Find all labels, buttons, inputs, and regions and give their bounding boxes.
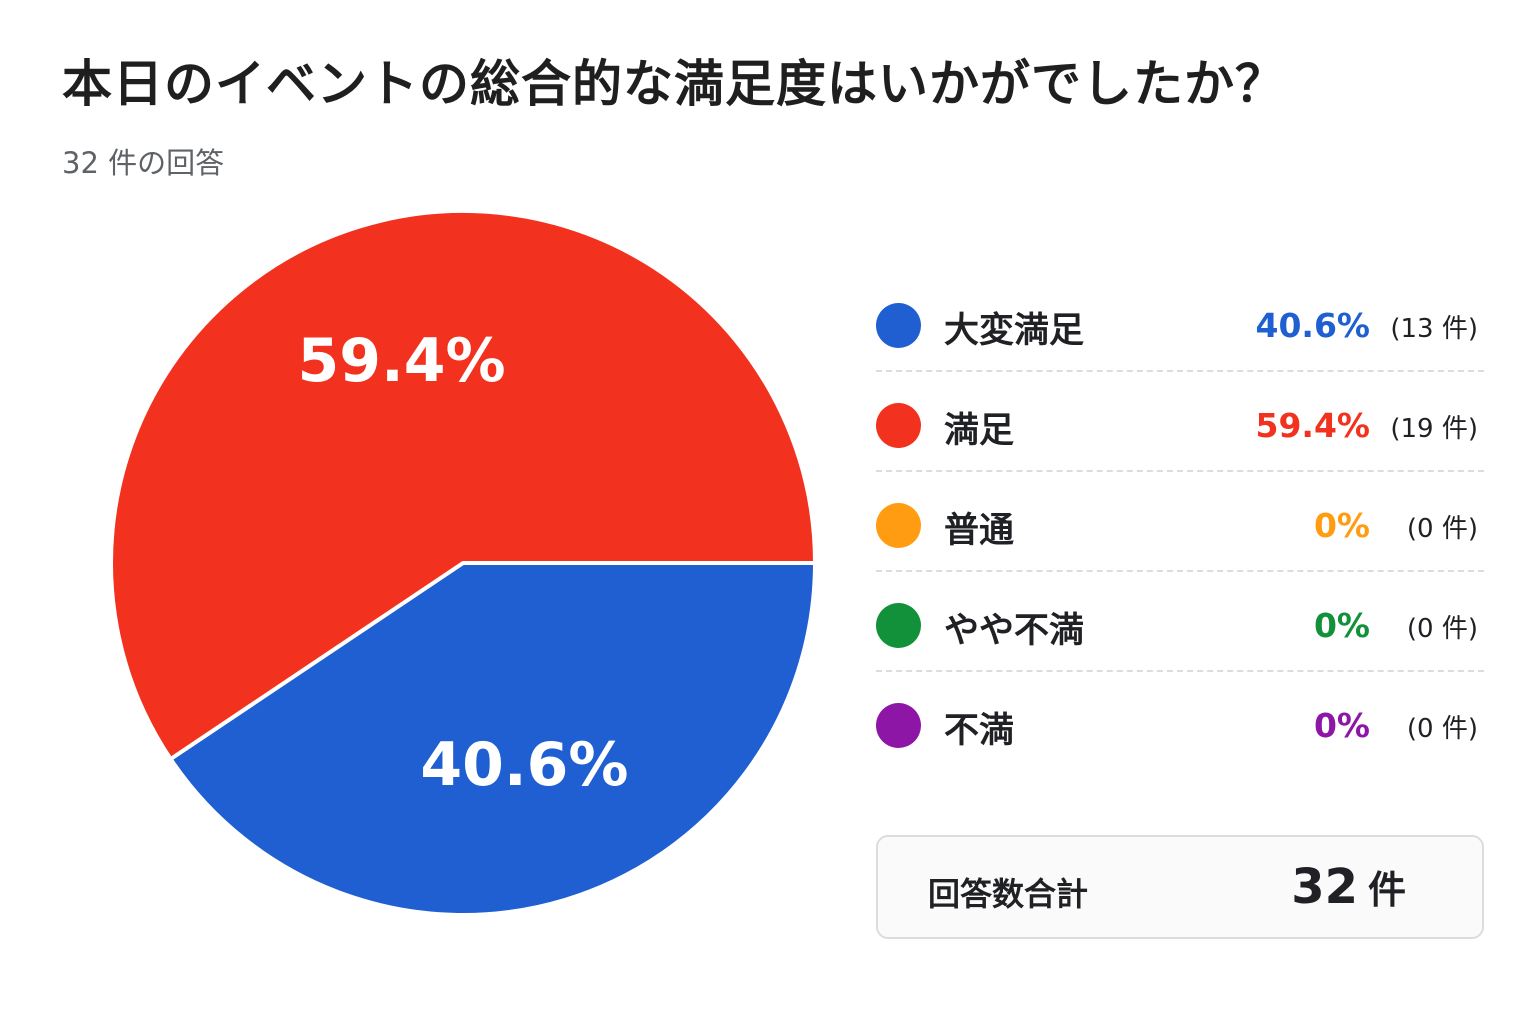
legend-color-dot [876, 503, 921, 548]
legend-item-somewhat-dissatisfied: やや不満 0% (0 件) [876, 572, 1484, 672]
legend-count: (19 件) [1390, 414, 1478, 444]
legend-color-dot [876, 703, 921, 748]
total-unit: 件 [1367, 868, 1406, 912]
total-label: 回答数合計 [928, 875, 1089, 913]
legend-color-dot [876, 403, 921, 448]
legend-count: (13 件) [1390, 314, 1478, 344]
legend-label: やや不満 [944, 611, 1085, 651]
legend-label: 不満 [944, 711, 1015, 751]
legend-count: (0 件) [1406, 714, 1478, 744]
legend-label: 満足 [944, 411, 1015, 451]
legend-percent: 59.4% [1255, 406, 1371, 445]
pie-slice-label: 59.4% [297, 326, 505, 396]
legend-percent: 40.6% [1255, 306, 1371, 345]
legend-item-very-satisfied: 大変満足 40.6% (13 件) [876, 272, 1484, 372]
response-count: 32 件の回答 [62, 146, 225, 180]
legend-percent: 0% [1313, 706, 1370, 745]
legend-item-neutral: 普通 0% (0 件) [876, 472, 1484, 572]
legend-count: (0 件) [1406, 514, 1478, 544]
legend-color-dot [876, 303, 921, 348]
total-number: 32 [1291, 859, 1358, 915]
legend: 大変満足 40.6% (13 件) 満足 59.4% (19 件) 普通 0% … [876, 272, 1484, 772]
legend-label: 普通 [944, 511, 1015, 551]
pie-slice [168, 561, 817, 917]
total-responses-box: 回答数合計 32 件 [876, 835, 1484, 939]
legend-color-dot [876, 603, 921, 648]
legend-item-satisfied: 満足 59.4% (19 件) [876, 372, 1484, 472]
pie-slice [109, 209, 817, 762]
pie-chart: 40.6% 59.4% [109, 209, 817, 917]
chart-title: 本日のイベントの総合的な満足度はいかがでしたか？ [62, 55, 1286, 113]
legend-item-dissatisfied: 不満 0% (0 件) [876, 672, 1484, 772]
legend-label: 大変満足 [944, 311, 1085, 351]
legend-percent: 0% [1313, 506, 1370, 545]
pie-slice-label: 40.6% [420, 730, 628, 800]
legend-percent: 0% [1313, 606, 1370, 645]
total-value: 32 件 [1291, 859, 1406, 915]
legend-count: (0 件) [1406, 614, 1478, 644]
